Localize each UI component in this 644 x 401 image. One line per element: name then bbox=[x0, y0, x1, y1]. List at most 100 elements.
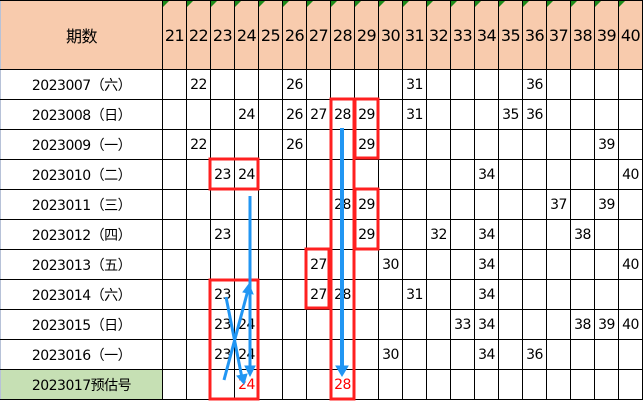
cell[interactable] bbox=[570, 159, 595, 190]
cell[interactable] bbox=[402, 249, 427, 280]
cell[interactable] bbox=[546, 279, 571, 310]
cell[interactable] bbox=[474, 129, 499, 160]
header-number[interactable]: 28 bbox=[330, 0, 355, 70]
cell[interactable] bbox=[186, 159, 211, 190]
header-number[interactable]: 26 bbox=[282, 0, 307, 70]
cell[interactable] bbox=[378, 159, 403, 190]
cell[interactable] bbox=[282, 339, 307, 370]
cell[interactable] bbox=[426, 129, 451, 160]
cell[interactable]: 31 bbox=[402, 99, 427, 130]
cell[interactable] bbox=[162, 189, 187, 220]
cell[interactable]: 27 bbox=[306, 99, 331, 130]
cell[interactable] bbox=[282, 189, 307, 220]
cell[interactable]: 29 bbox=[354, 129, 379, 160]
cell[interactable]: 23 bbox=[210, 159, 235, 190]
cell[interactable] bbox=[402, 309, 427, 340]
cell[interactable] bbox=[618, 189, 643, 220]
cell[interactable]: 24 bbox=[234, 339, 259, 370]
cell[interactable] bbox=[378, 369, 403, 400]
cell[interactable]: 27 bbox=[306, 249, 331, 280]
cell[interactable] bbox=[258, 159, 283, 190]
cell[interactable] bbox=[378, 309, 403, 340]
row-label[interactable]: 2023015（日） bbox=[0, 309, 163, 340]
cell[interactable] bbox=[450, 69, 475, 100]
header-number[interactable]: 24 bbox=[234, 0, 259, 70]
cell[interactable] bbox=[306, 189, 331, 220]
cell[interactable] bbox=[402, 219, 427, 250]
cell[interactable] bbox=[210, 129, 235, 160]
cell[interactable] bbox=[258, 69, 283, 100]
cell[interactable] bbox=[210, 249, 235, 280]
cell[interactable] bbox=[522, 279, 547, 310]
cell[interactable]: 26 bbox=[282, 99, 307, 130]
cell[interactable] bbox=[258, 249, 283, 280]
cell[interactable] bbox=[330, 69, 355, 100]
cell[interactable] bbox=[498, 279, 523, 310]
cell[interactable] bbox=[594, 369, 619, 400]
cell[interactable] bbox=[258, 279, 283, 310]
cell[interactable] bbox=[402, 159, 427, 190]
cell[interactable] bbox=[210, 369, 235, 400]
cell[interactable] bbox=[426, 159, 451, 190]
cell[interactable] bbox=[522, 189, 547, 220]
cell[interactable]: 32 bbox=[426, 219, 451, 250]
row-label[interactable]: 2023016（一） bbox=[0, 339, 163, 370]
cell[interactable]: 30 bbox=[378, 339, 403, 370]
cell[interactable] bbox=[522, 309, 547, 340]
cell[interactable] bbox=[546, 249, 571, 280]
cell[interactable] bbox=[162, 339, 187, 370]
cell[interactable] bbox=[498, 309, 523, 340]
cell[interactable] bbox=[426, 189, 451, 220]
header-number[interactable]: 30 bbox=[378, 0, 403, 70]
cell[interactable]: 36 bbox=[522, 339, 547, 370]
cell[interactable] bbox=[522, 369, 547, 400]
cell[interactable] bbox=[378, 99, 403, 130]
cell[interactable]: 23 bbox=[210, 339, 235, 370]
cell[interactable]: 23 bbox=[210, 279, 235, 310]
cell[interactable]: 24 bbox=[234, 369, 259, 400]
cell[interactable] bbox=[546, 309, 571, 340]
cell[interactable] bbox=[354, 249, 379, 280]
cell[interactable]: 34 bbox=[474, 249, 499, 280]
cell[interactable] bbox=[498, 189, 523, 220]
row-label[interactable]: 2023009（一） bbox=[0, 129, 163, 160]
cell[interactable]: 37 bbox=[546, 189, 571, 220]
cell[interactable] bbox=[210, 99, 235, 130]
cell[interactable] bbox=[234, 249, 259, 280]
cell[interactable] bbox=[354, 279, 379, 310]
cell[interactable] bbox=[186, 369, 211, 400]
header-number[interactable]: 31 bbox=[402, 0, 427, 70]
cell[interactable] bbox=[618, 129, 643, 160]
cell[interactable] bbox=[450, 249, 475, 280]
cell[interactable] bbox=[354, 69, 379, 100]
header-number[interactable]: 40 bbox=[618, 0, 643, 70]
cell[interactable] bbox=[498, 219, 523, 250]
cell[interactable] bbox=[330, 219, 355, 250]
cell[interactable] bbox=[186, 249, 211, 280]
cell[interactable]: 28 bbox=[330, 189, 355, 220]
cell[interactable] bbox=[306, 339, 331, 370]
cell[interactable]: 39 bbox=[594, 309, 619, 340]
cell[interactable] bbox=[378, 219, 403, 250]
cell[interactable]: 28 bbox=[330, 369, 355, 400]
cell[interactable] bbox=[234, 219, 259, 250]
header-number[interactable]: 37 bbox=[546, 0, 571, 70]
cell[interactable] bbox=[546, 69, 571, 100]
cell[interactable] bbox=[330, 249, 355, 280]
cell[interactable] bbox=[162, 159, 187, 190]
cell[interactable] bbox=[426, 339, 451, 370]
cell[interactable] bbox=[426, 309, 451, 340]
cell[interactable] bbox=[306, 219, 331, 250]
cell[interactable] bbox=[426, 369, 451, 400]
cell[interactable]: 30 bbox=[378, 249, 403, 280]
cell[interactable] bbox=[450, 339, 475, 370]
cell[interactable] bbox=[186, 99, 211, 130]
cell[interactable] bbox=[354, 159, 379, 190]
cell[interactable]: 33 bbox=[450, 309, 475, 340]
row-label[interactable]: 2023013（五） bbox=[0, 249, 163, 280]
cell[interactable] bbox=[258, 219, 283, 250]
cell[interactable] bbox=[498, 249, 523, 280]
cell[interactable] bbox=[498, 369, 523, 400]
cell[interactable]: 35 bbox=[498, 99, 523, 130]
cell[interactable] bbox=[402, 189, 427, 220]
